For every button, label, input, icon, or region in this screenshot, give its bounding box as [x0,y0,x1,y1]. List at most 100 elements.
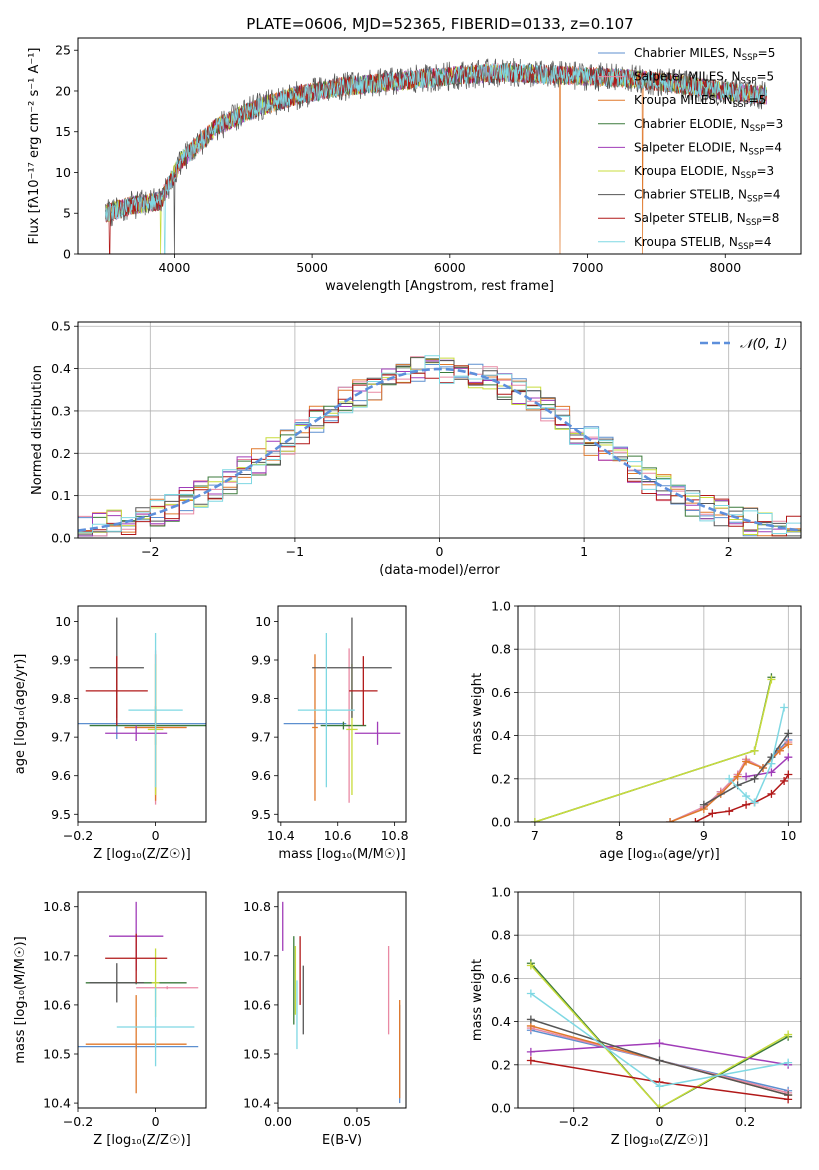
errorbar-point-kroupa-stelib [297,633,355,788]
plot-frame [277,891,407,1109]
y-tick-label: 9.9 [51,653,71,668]
data-point-marker [784,753,793,762]
x-tick-label: 0.2 [735,1114,755,1129]
data-point-marker [666,818,675,822]
y-axis-label: Normed distribution [30,365,45,495]
errorbar-point-kroupa-stelib [116,987,195,1067]
series-chabrier-elodie [530,673,776,822]
y-tick-label: 10.8 [243,899,271,914]
data-point-marker [767,768,776,777]
series-line [669,743,789,822]
legend: 𝒩(0, 1) [700,337,787,352]
series-line [530,964,789,1108]
errorbar-point-kroupa-miles [85,995,187,1094]
data-point-marker [708,809,717,818]
data-point-marker [655,1056,664,1065]
y-tick-label: 0.2 [491,1057,511,1072]
data-point-marker [750,774,759,783]
data-point-marker [750,746,759,755]
x-tick-label: 8 [615,828,623,843]
data-point-marker [526,1015,535,1024]
data-point-marker [784,1030,793,1039]
chart-spectrum: Chabrier MILES, NSSP=5 Salpeter MILES, NS… [27,37,802,294]
chart-age_vs_Z: −0.2 0 9.5 9.6 9.7 9.8 9.9 10 Z [log₁₀(Z/Z☉)] age… [13,605,207,862]
x-axis-label: Z [log₁₀(Z/Z☉)] [611,1133,708,1148]
x-tick-label: −1 [286,544,304,559]
data-point-marker [526,961,535,970]
data-point-marker [784,770,793,779]
series-line [534,679,773,822]
data-point-marker [767,675,776,684]
y-tick-label: 9.5 [51,807,71,822]
plot-area [283,617,401,803]
y-axis-label: age [log₁₀(age/yr)] [13,654,28,775]
plot-frame [277,605,407,823]
errorbar-point-salpeter-stelib [349,656,378,726]
y-tick-label: 0.4 [491,1014,511,1029]
chart-massweight_vs_age: 7 8 9 10 0.0 0.2 0.4 0.6 0.8 1.0 age [log₁₀(age/yr… [470,599,802,862]
legend-entry: Kroupa STELIB, NSSP=4 [634,235,772,252]
series-line [695,774,789,822]
legend-entry: Kroupa MILES, NSSP=5 [634,93,766,110]
series-kroupa-stelib [725,703,789,807]
errorbar-point-salpeter-elodie [105,725,168,741]
legend-entry: Salpeter MILES, NSSP=5 [634,70,774,87]
plot-frame [77,891,207,1109]
y-tick-label: 1.0 [491,885,511,900]
x-tick-label: 10.6 [324,828,352,843]
y-tick-label: 0.2 [491,771,511,786]
y-tick-label: 20 [55,83,71,98]
y-tick-label: 0.4 [51,361,71,376]
data-point-marker [780,703,789,712]
data-point-marker [742,792,751,801]
y-tick-label: 10.6 [43,997,71,1012]
legend: Chabrier MILES, NSSP=5 Salpeter MILES, NS… [598,46,783,252]
plot-frame [77,37,802,255]
x-tick-label: 4000 [158,260,190,275]
data-point-marker [725,774,734,783]
y-tick-label: 9.5 [251,807,271,822]
errorbar-point-chabrier-stelib [312,617,392,718]
x-tick-label: 7 [531,828,539,843]
errorbar-point-kroupa-miles [312,654,318,801]
chart-mass_vs_ebv: 0.00 0.05 10.4 10.5 10.6 10.7 10.8 E(B-V) [243,891,407,1148]
legend-entry: Chabrier MILES, NSSP=5 [634,46,775,63]
y-tick-label: 10.4 [43,1096,71,1111]
y-tick-label: 10.7 [243,948,271,963]
x-axis-label: mass [log₁₀(M/M☉)] [278,847,405,862]
y-tick-label: 0.5 [51,319,71,334]
x-tick-label: 0 [152,828,160,843]
y-tick-label: 0 [63,247,71,262]
plot-area [105,58,767,254]
x-tick-label: −0.2 [559,1114,589,1129]
x-tick-label: 0 [152,1114,160,1129]
y-tick-label: 9.9 [251,653,271,668]
x-tick-label: 0 [436,544,444,559]
chart-mass_vs_Z: −0.2 0 10.4 10.5 10.6 10.7 10.8 Z [log₁₀(Z/Z☉)]… [13,891,207,1148]
x-axis-label: Z [log₁₀(Z/Z☉)] [93,1133,190,1148]
data-point-marker [733,772,742,781]
data-point-marker [767,759,776,768]
legend-entry: Chabrier ELODIE, NSSP=3 [634,117,783,134]
x-tick-label: 9 [700,828,708,843]
errorbar-point-salpeter-elodie [354,721,401,745]
y-tick-label: 9.6 [51,768,71,783]
data-point-marker [691,818,700,822]
data-point-marker [784,729,793,738]
series-line [534,677,773,822]
data-point-marker [655,1082,664,1091]
errorbar-point-chabrier-elodie [320,721,367,730]
x-tick-label: −0.2 [63,1114,93,1129]
y-tick-label: 10 [55,165,71,180]
x-axis-label: age [log₁₀(age/yr)] [599,847,720,862]
x-tick-label: 10 [780,828,796,843]
data-point-marker [699,800,708,809]
y-tick-label: 0.8 [491,642,511,657]
y-tick-label: 10 [55,614,71,629]
legend-entry: Salpeter ELODIE, NSSP=4 [634,140,782,157]
data-point-marker [784,1095,793,1104]
y-tick-label: 10.5 [43,1047,71,1062]
y-tick-label: 9.6 [251,768,271,783]
data-point-marker [725,807,734,816]
